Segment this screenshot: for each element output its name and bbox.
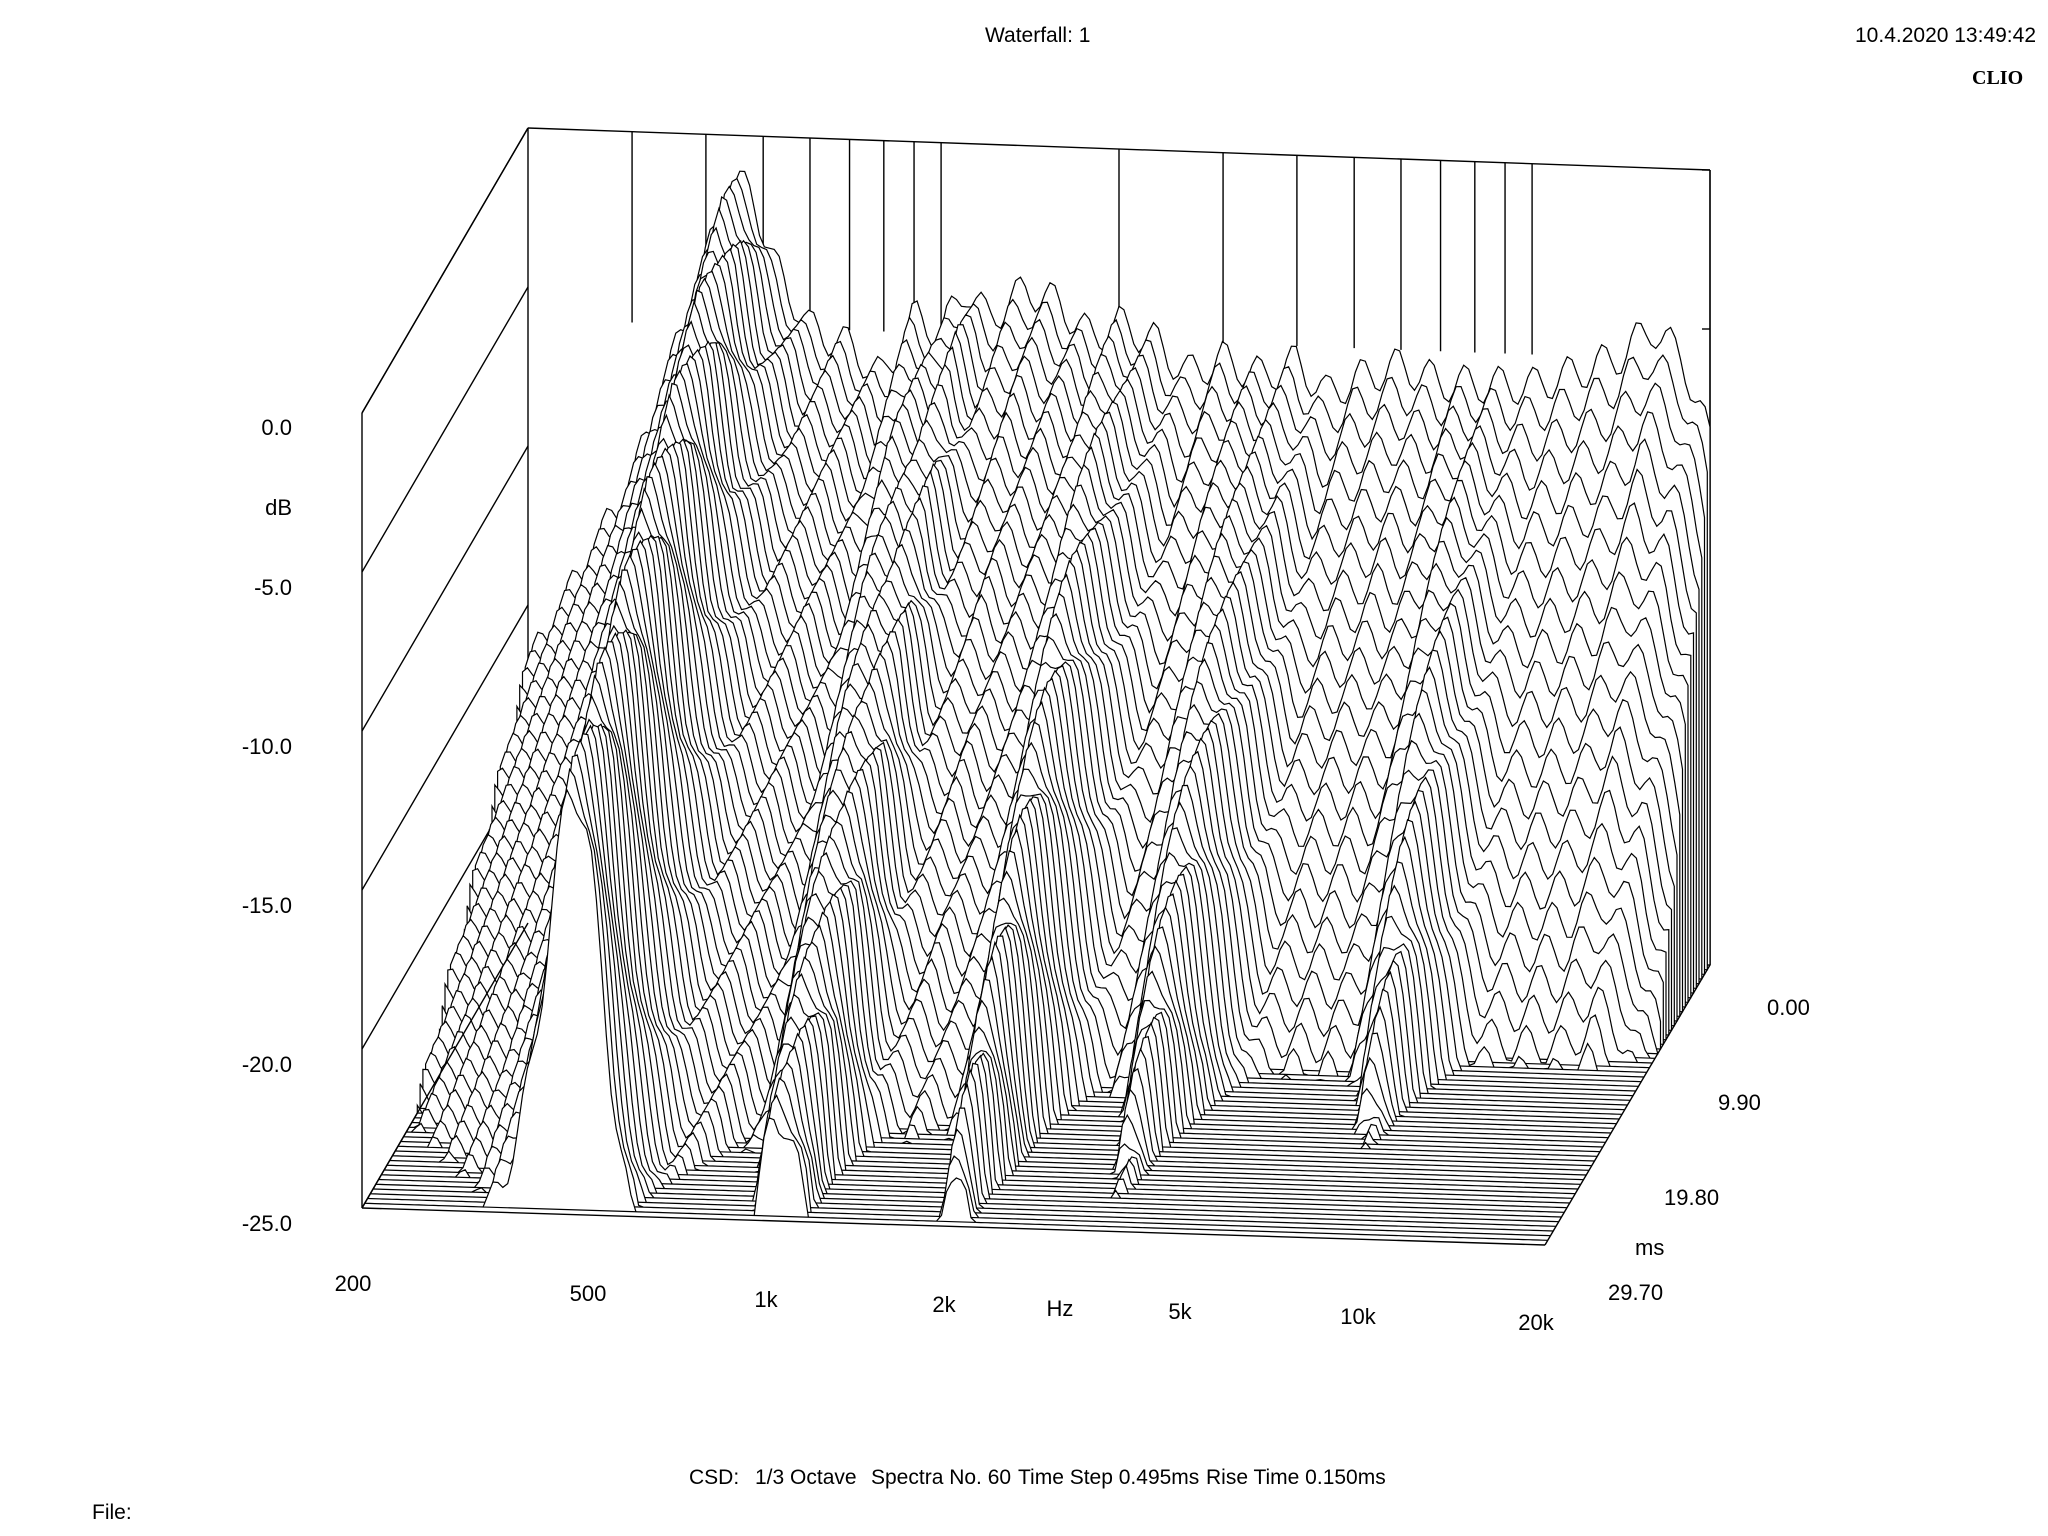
left-bottom-edge [361,922,529,1209]
x-axis-title: Hz [1046,1296,1074,1321]
x-axis-tick-1k: 1k [754,1287,778,1312]
z-axis-tick-1: 9.90 [1718,1090,1761,1115]
chart-title: Waterfall: 1 [985,24,1091,47]
footer-time-step: Time Step 0.495ms [1018,1466,1200,1489]
x-axis-tick-2k: 2k [932,1292,956,1317]
z-axis-tick-0: 0.00 [1767,995,1810,1020]
z-axis-tick-2: 19.80 [1664,1185,1720,1210]
y-axis-tick-1: -5.0 [254,575,292,600]
x-axis-tick-20k: 20k [1518,1310,1554,1335]
footer-rise-time: Rise Time 0.150ms [1206,1466,1386,1489]
y-axis-tick-5: -25.0 [241,1211,292,1236]
x-axis-tick-200: 200 [334,1271,372,1296]
y-axis-title: dB [265,495,292,520]
footer-spectra: Spectra No. 60 [871,1466,1012,1489]
spectrum-59 [364,788,1548,1241]
footer-file-label: File: [92,1501,132,1524]
y-axis-tick-2: -10.0 [241,734,292,759]
left-grid-3 [361,604,529,891]
x-axis-tick-5k: 5k [1168,1299,1192,1324]
right-bottom-edge [1544,964,1711,1246]
z-axis-title: ms [1635,1235,1665,1260]
x-axis-tick-10k: 10k [1340,1304,1376,1329]
left-grid-0 [361,127,529,414]
timestamp: 10.4.2020 13:49:42 [1855,24,2037,47]
front-bottom-edge [361,1207,1546,1246]
y-axis-tick-4: -20.0 [241,1052,292,1077]
z-axis-tick-3: 29.70 [1608,1280,1664,1305]
left-grid-2 [361,445,529,732]
x-axis-tick-500: 500 [569,1281,607,1306]
footer-smoothing: 1/3 Octave [755,1466,857,1489]
y-axis-tick-3: -15.0 [241,893,292,918]
left-grid-1 [361,286,529,573]
y-axis-tick-0: 0.0 [261,415,292,440]
footer-csd: CSD: [689,1466,740,1489]
brand-logo: CLIO [1972,67,2024,89]
